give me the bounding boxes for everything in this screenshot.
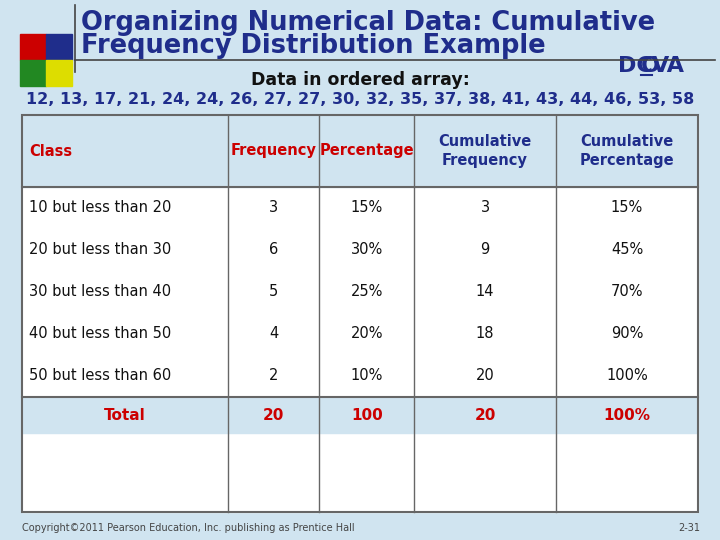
Text: 20: 20 [474, 408, 496, 422]
Text: Cumulative
Frequency: Cumulative Frequency [438, 134, 531, 167]
Text: 20: 20 [263, 408, 284, 422]
Text: Class: Class [29, 144, 72, 159]
Text: 18: 18 [476, 327, 495, 341]
Text: 20: 20 [476, 368, 495, 383]
Text: 9: 9 [480, 242, 490, 258]
Text: O: O [641, 56, 660, 76]
Text: 15%: 15% [611, 200, 643, 215]
Text: 15%: 15% [351, 200, 383, 215]
Text: 40 but less than 50: 40 but less than 50 [29, 327, 171, 341]
Text: Total: Total [104, 408, 146, 422]
Text: Cumulative
Percentage: Cumulative Percentage [580, 134, 675, 167]
Text: 30 but less than 40: 30 but less than 40 [29, 285, 171, 300]
Text: 5: 5 [269, 285, 279, 300]
Text: 14: 14 [476, 285, 495, 300]
Bar [46, 60, 72, 86]
Text: Copyright©2011 Pearson Education, Inc. publishing as Prentice Hall: Copyright©2011 Pearson Education, Inc. p… [22, 523, 355, 533]
Text: 100%: 100% [606, 368, 648, 383]
Text: Data in ordered array:: Data in ordered array: [251, 71, 469, 89]
Bar [20, 34, 46, 60]
Text: 4: 4 [269, 327, 279, 341]
Text: Frequency Distribution Example: Frequency Distribution Example [81, 33, 546, 59]
Text: 45%: 45% [611, 242, 643, 258]
Text: 25%: 25% [351, 285, 383, 300]
Text: VA: VA [652, 56, 685, 76]
Text: 6: 6 [269, 242, 279, 258]
Text: 2-31: 2-31 [678, 523, 700, 533]
Text: 3: 3 [269, 200, 279, 215]
Bar [22, 397, 698, 433]
Text: Organizing Numerical Data: Cumulative: Organizing Numerical Data: Cumulative [81, 10, 655, 36]
Text: Percentage: Percentage [320, 144, 414, 159]
Text: 10 but less than 20: 10 but less than 20 [29, 200, 171, 215]
Bar [22, 115, 698, 512]
Text: 20%: 20% [351, 327, 383, 341]
Text: 30%: 30% [351, 242, 383, 258]
Text: DC: DC [618, 56, 653, 76]
Bar [20, 60, 46, 86]
Text: 70%: 70% [611, 285, 643, 300]
Text: 50 but less than 60: 50 but less than 60 [29, 368, 171, 383]
Bar [22, 115, 698, 187]
Text: 10%: 10% [351, 368, 383, 383]
Text: Frequency: Frequency [231, 144, 317, 159]
Text: 12, 13, 17, 21, 24, 24, 26, 27, 27, 30, 32, 35, 37, 38, 41, 43, 44, 46, 53, 58: 12, 13, 17, 21, 24, 24, 26, 27, 27, 30, … [26, 92, 694, 107]
Text: 3: 3 [480, 200, 490, 215]
Text: 2: 2 [269, 368, 279, 383]
Bar [22, 115, 698, 512]
Text: 100: 100 [351, 408, 382, 422]
Text: 100%: 100% [603, 408, 651, 422]
Bar [46, 34, 72, 60]
Text: 90%: 90% [611, 327, 643, 341]
Text: 20 but less than 30: 20 but less than 30 [29, 242, 171, 258]
